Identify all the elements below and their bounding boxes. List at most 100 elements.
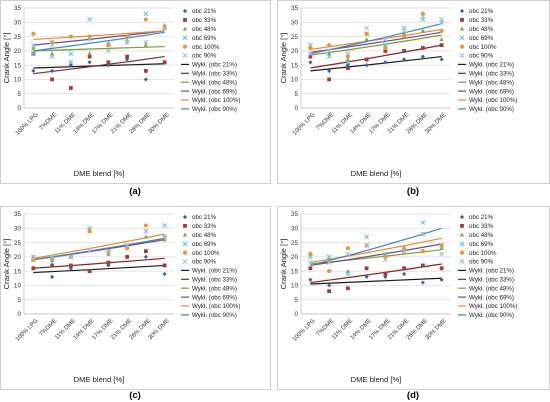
legend-label: obc 90%	[469, 259, 494, 266]
data-point	[308, 60, 313, 65]
y-tick-label: 0	[294, 105, 298, 112]
data-point	[50, 68, 55, 73]
data-point	[383, 45, 388, 51]
data-point	[327, 283, 332, 288]
data-point	[326, 260, 332, 266]
trendline	[33, 264, 165, 274]
legend-marker	[459, 241, 465, 247]
data-point	[106, 251, 111, 256]
data-point	[143, 68, 148, 73]
data-point	[326, 48, 332, 54]
legend-label: obc 90%	[192, 53, 217, 60]
data-point	[68, 59, 74, 65]
data-point	[105, 48, 111, 54]
data-point	[49, 51, 55, 56]
data-point	[364, 31, 369, 36]
data-point	[439, 28, 444, 33]
legend-label: Wykł. (obc 100%)	[469, 97, 517, 104]
legend-marker	[459, 44, 465, 49]
data-point	[382, 36, 388, 42]
legend-marker	[459, 35, 465, 41]
y-tick-label: 30	[14, 19, 22, 26]
data-point	[30, 254, 36, 260]
y-tick-label: 0	[294, 311, 298, 318]
legend-label: Wykł. (obc 69%)	[192, 294, 237, 301]
data-point	[143, 42, 149, 47]
panel-label: (a)	[129, 186, 141, 197]
data-point	[327, 68, 332, 73]
legend-label: obc 33%	[192, 223, 217, 230]
legend-marker	[182, 241, 188, 247]
data-point	[364, 57, 369, 62]
legend-label: Wykł. (obc 33%)	[469, 71, 514, 78]
legend-marker	[182, 8, 188, 14]
data-point	[345, 59, 351, 65]
legend-marker	[182, 259, 188, 264]
data-point	[31, 31, 36, 36]
data-point	[420, 14, 426, 20]
data-point	[87, 60, 92, 65]
data-point	[345, 286, 350, 291]
data-point	[402, 57, 407, 62]
data-point	[49, 42, 55, 48]
data-point	[106, 60, 111, 65]
data-point	[68, 34, 73, 39]
y-tick-label: 25	[14, 240, 22, 247]
y-tick-label: 5	[17, 91, 21, 98]
y-tick-label: 35	[291, 5, 299, 12]
data-point	[420, 54, 425, 59]
data-point	[87, 36, 93, 42]
trendline	[33, 233, 165, 259]
data-point	[143, 254, 148, 259]
data-point	[420, 280, 425, 285]
trendline	[33, 45, 165, 52]
legend-marker	[459, 259, 465, 264]
y-tick-label: 20	[291, 48, 299, 55]
data-point	[364, 234, 370, 240]
y-tick-label: 30	[291, 19, 299, 26]
data-point	[402, 266, 407, 271]
trendline	[33, 30, 165, 41]
data-point	[49, 54, 55, 60]
data-point	[439, 43, 444, 48]
panel-label: (b)	[407, 186, 419, 197]
data-point	[383, 60, 388, 65]
data-point	[401, 248, 407, 254]
y-tick-label: 10	[14, 283, 22, 290]
panel-frame	[0, 206, 271, 390]
data-point	[402, 48, 407, 53]
data-point	[106, 43, 111, 48]
panel-label: (c)	[129, 390, 141, 401]
legend-label: Wykł. (obc 69%)	[469, 88, 514, 95]
legend-label: Wykł. (obc 48%)	[469, 285, 514, 292]
legend-label: obc 69%	[192, 35, 217, 42]
legend-marker	[182, 250, 188, 255]
y-tick-label: 0	[17, 311, 21, 318]
trendline	[310, 23, 442, 55]
legend-label: obc 69%	[469, 241, 494, 248]
y-tick-label: 35	[14, 5, 22, 12]
data-point	[162, 222, 168, 228]
y-axis-title: Crank Angle [°]	[2, 33, 11, 84]
trendline	[310, 55, 442, 72]
data-point	[106, 260, 111, 265]
y-tick-label: 20	[14, 48, 22, 55]
legend-label: obc 33%	[469, 17, 494, 24]
data-point	[143, 17, 148, 22]
data-point	[87, 54, 92, 59]
data-point	[143, 11, 149, 17]
data-point	[364, 63, 369, 68]
legend-label: obc 21%	[192, 214, 217, 221]
data-point	[308, 266, 313, 271]
trendline	[33, 55, 165, 75]
x-axis-title: DME blend [%]	[351, 169, 402, 178]
legend-label: obc 90%	[469, 53, 494, 60]
data-point	[439, 277, 444, 282]
trendline	[33, 237, 165, 261]
data-point	[420, 249, 425, 254]
data-point	[307, 51, 313, 57]
legend-label: obc 21%	[192, 8, 217, 15]
data-point	[68, 51, 74, 57]
